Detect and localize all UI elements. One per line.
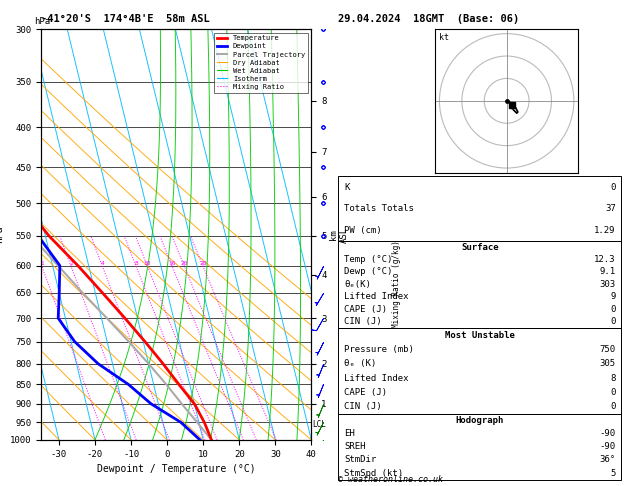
Text: 305: 305 [599, 359, 616, 368]
Text: 5: 5 [610, 469, 616, 478]
Text: 303: 303 [599, 280, 616, 289]
X-axis label: Dewpoint / Temperature (°C): Dewpoint / Temperature (°C) [97, 464, 255, 474]
Text: Most Unstable: Most Unstable [445, 330, 515, 340]
Text: θₑ (K): θₑ (K) [344, 359, 376, 368]
Text: Lifted Index: Lifted Index [344, 374, 409, 382]
Text: 0: 0 [610, 317, 616, 326]
Text: PW (cm): PW (cm) [344, 226, 382, 235]
Text: -90: -90 [599, 429, 616, 438]
Text: Temp (°C): Temp (°C) [344, 255, 392, 264]
Bar [338, 241, 621, 328]
Text: 29.04.2024  18GMT  (Base: 06): 29.04.2024 18GMT (Base: 06) [338, 14, 520, 24]
Text: 0: 0 [610, 388, 616, 397]
Text: Totals Totals: Totals Totals [344, 204, 414, 213]
Text: CIN (J): CIN (J) [344, 402, 382, 411]
Text: SREH: SREH [344, 442, 365, 451]
Y-axis label: hPa: hPa [0, 226, 4, 243]
Text: 8: 8 [610, 374, 616, 382]
Text: 750: 750 [599, 345, 616, 354]
Text: 37: 37 [605, 204, 616, 213]
Text: Hodograph: Hodograph [456, 416, 504, 425]
Text: 4: 4 [101, 261, 104, 266]
Text: 0: 0 [610, 305, 616, 314]
Text: 12.3: 12.3 [594, 255, 616, 264]
Text: 10: 10 [143, 261, 151, 266]
Text: -90: -90 [599, 442, 616, 451]
Text: 2: 2 [69, 261, 73, 266]
Text: 8: 8 [134, 261, 138, 266]
Bar [338, 414, 621, 480]
Text: LCL: LCL [313, 419, 326, 429]
Y-axis label: km
ASL: km ASL [329, 226, 348, 243]
Text: -41°20'S  174°4B'E  58m ASL: -41°20'S 174°4B'E 58m ASL [42, 14, 210, 24]
Text: 16: 16 [169, 261, 176, 266]
Text: © weatheronline.co.uk: © weatheronline.co.uk [338, 474, 443, 484]
Text: EH: EH [344, 429, 355, 438]
Text: 1: 1 [40, 261, 44, 266]
Text: 9.1: 9.1 [599, 267, 616, 277]
Text: 0: 0 [610, 183, 616, 191]
Bar [338, 176, 621, 241]
Text: StmDir: StmDir [344, 455, 376, 464]
Text: 20: 20 [181, 261, 188, 266]
Text: θₑ(K): θₑ(K) [344, 280, 371, 289]
Text: K: K [344, 183, 350, 191]
Text: 36°: 36° [599, 455, 616, 464]
Text: Lifted Index: Lifted Index [344, 293, 409, 301]
Text: Surface: Surface [461, 243, 499, 252]
Bar [338, 328, 621, 414]
Text: 1.29: 1.29 [594, 226, 616, 235]
Text: Pressure (mb): Pressure (mb) [344, 345, 414, 354]
Text: 9: 9 [610, 293, 616, 301]
Text: CIN (J): CIN (J) [344, 317, 382, 326]
Legend: Temperature, Dewpoint, Parcel Trajectory, Dry Adiabat, Wet Adiabat, Isotherm, Mi: Temperature, Dewpoint, Parcel Trajectory… [214, 33, 308, 93]
Text: CAPE (J): CAPE (J) [344, 388, 387, 397]
Text: Mixing Ratio (g/kg): Mixing Ratio (g/kg) [392, 240, 401, 328]
Text: StmSpd (kt): StmSpd (kt) [344, 469, 403, 478]
Text: kt: kt [440, 34, 450, 42]
Text: 0: 0 [610, 402, 616, 411]
Text: Dewp (°C): Dewp (°C) [344, 267, 392, 277]
Text: 28: 28 [199, 261, 207, 266]
Text: hPa: hPa [35, 17, 51, 26]
Text: CAPE (J): CAPE (J) [344, 305, 387, 314]
